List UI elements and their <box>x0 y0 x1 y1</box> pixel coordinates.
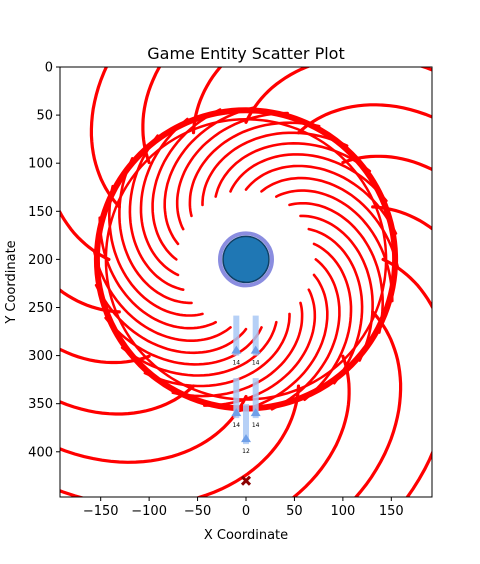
x-tick-label: −50 <box>184 504 211 519</box>
y-tick-label: 50 <box>36 109 53 124</box>
shooter-label: 14 <box>252 422 260 429</box>
x-axis-label: X Coordinate <box>204 528 288 543</box>
x-tick-label: −100 <box>131 504 167 519</box>
chart-title: Game Entity Scatter Plot <box>147 44 344 63</box>
shooter-label: 14 <box>252 360 260 367</box>
y-tick-label: 150 <box>28 205 53 220</box>
shooter-label: 14 <box>232 422 240 429</box>
x-tick-label: 100 <box>330 504 355 519</box>
y-tick-label: 350 <box>28 397 53 412</box>
x-tick-label: 50 <box>286 504 303 519</box>
shooter-label: 14 <box>232 360 240 367</box>
y-axis-label: Y Coordinate <box>4 240 19 324</box>
y-tick-label: 300 <box>28 349 53 364</box>
shooter-label: 12 <box>242 448 250 455</box>
player-marker <box>223 236 269 282</box>
y-tick-label: 250 <box>28 301 53 316</box>
y-tick-label: 200 <box>28 253 53 268</box>
x-tick-label: 0 <box>242 504 250 519</box>
y-tick-label: 0 <box>45 61 53 76</box>
x-tick-label: 150 <box>379 504 404 519</box>
x-tick-label: −150 <box>83 504 119 519</box>
y-tick-label: 100 <box>28 157 53 172</box>
y-tick-label: 400 <box>28 445 53 460</box>
